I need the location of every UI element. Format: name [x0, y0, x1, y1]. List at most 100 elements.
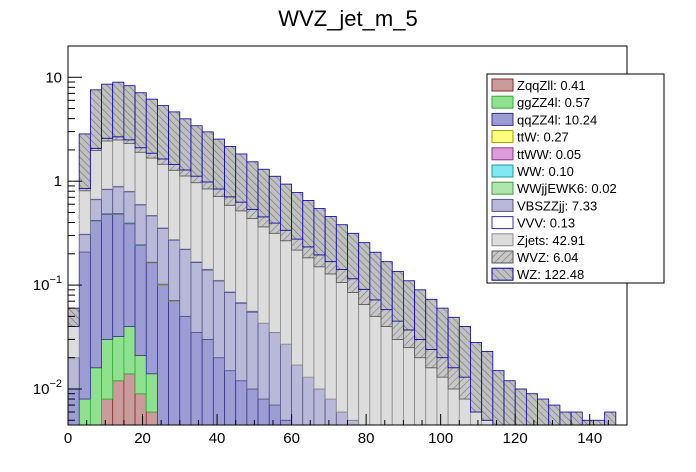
bar [112, 380, 125, 425]
bar [380, 261, 393, 311]
bar [268, 232, 281, 333]
bar [123, 191, 136, 224]
bar [268, 222, 281, 234]
series-11 [68, 81, 617, 425]
bar [134, 151, 147, 205]
x-tick-label: 60 [283, 430, 300, 447]
x-tick-label: 120 [503, 430, 528, 447]
bar [257, 322, 270, 400]
bar [235, 210, 248, 303]
bar [425, 298, 438, 350]
bar [335, 269, 348, 283]
bar [168, 239, 181, 301]
bar [145, 98, 158, 154]
bar [514, 388, 527, 425]
legend-label: VVV: 0.13 [517, 216, 575, 231]
bar [369, 299, 382, 317]
bar [224, 196, 237, 206]
x-tick-label: 80 [358, 430, 375, 447]
bar [458, 326, 471, 378]
bar [324, 216, 337, 263]
bar [101, 338, 114, 400]
bar [157, 105, 170, 160]
bar [190, 182, 203, 263]
bar [134, 244, 147, 356]
bar [68, 357, 80, 390]
bar [402, 347, 415, 425]
bar [593, 419, 606, 425]
bar [380, 309, 393, 327]
bar [302, 257, 315, 378]
legend-swatch [491, 95, 514, 109]
bar [157, 284, 170, 425]
legend-swatch [491, 216, 514, 230]
bar [358, 288, 371, 305]
bar [335, 224, 348, 270]
chart-title: WVZ_jet_m_5 [278, 6, 417, 31]
bar [224, 370, 237, 425]
y-tick-label: 10 [45, 69, 62, 86]
legend-swatch [491, 147, 514, 161]
bar [134, 355, 147, 395]
bar [168, 169, 181, 240]
bar [112, 213, 125, 337]
bar [68, 307, 80, 327]
bar [190, 125, 203, 177]
bar [179, 118, 192, 171]
bar [313, 266, 326, 390]
bar [145, 262, 158, 375]
bar [145, 411, 158, 425]
bar [78, 190, 91, 235]
x-tick-label: 40 [209, 430, 226, 447]
bar [112, 136, 125, 141]
bar [525, 393, 538, 425]
bar [201, 131, 214, 183]
bar [414, 357, 427, 425]
x-axis: 0 20 40 60 80 100 120 140 [64, 414, 628, 447]
bar [212, 188, 225, 197]
bar [145, 373, 158, 413]
bar [391, 320, 404, 340]
bar [101, 83, 114, 139]
bar [436, 357, 449, 378]
bar [168, 164, 181, 171]
x-tick-label: 100 [428, 430, 453, 447]
bar [145, 152, 158, 159]
bar [347, 278, 360, 293]
bar [481, 350, 494, 421]
legend-swatch [491, 198, 514, 212]
bar [145, 215, 158, 263]
bar [179, 315, 192, 425]
bar [112, 139, 125, 187]
legend-label: WVZ: 6.04 [517, 250, 578, 265]
bar [101, 188, 114, 215]
bar [358, 304, 371, 425]
bar [481, 419, 494, 425]
bar [134, 92, 147, 149]
legend-label: ggZZ4l: 0.57 [517, 95, 590, 110]
bar [369, 251, 382, 301]
bar [190, 175, 203, 184]
bar [268, 404, 281, 425]
legend-swatch [491, 112, 514, 126]
bar [458, 398, 471, 425]
legend-swatch [491, 164, 514, 178]
bar [101, 213, 114, 340]
legend-label: ttWW: 0.05 [517, 147, 581, 162]
bar [369, 315, 382, 425]
bar [112, 336, 125, 382]
bar [280, 183, 293, 231]
bar [112, 81, 125, 138]
legend-label: qqZZ4l: 10.24 [517, 112, 597, 127]
bar [559, 411, 572, 425]
bar [89, 220, 102, 369]
bar [89, 367, 102, 425]
bar [257, 216, 270, 228]
bar [470, 411, 483, 425]
bar [358, 242, 371, 290]
legend-swatch [491, 130, 514, 144]
bar [291, 249, 304, 366]
bar [246, 218, 259, 312]
bar [246, 311, 259, 390]
